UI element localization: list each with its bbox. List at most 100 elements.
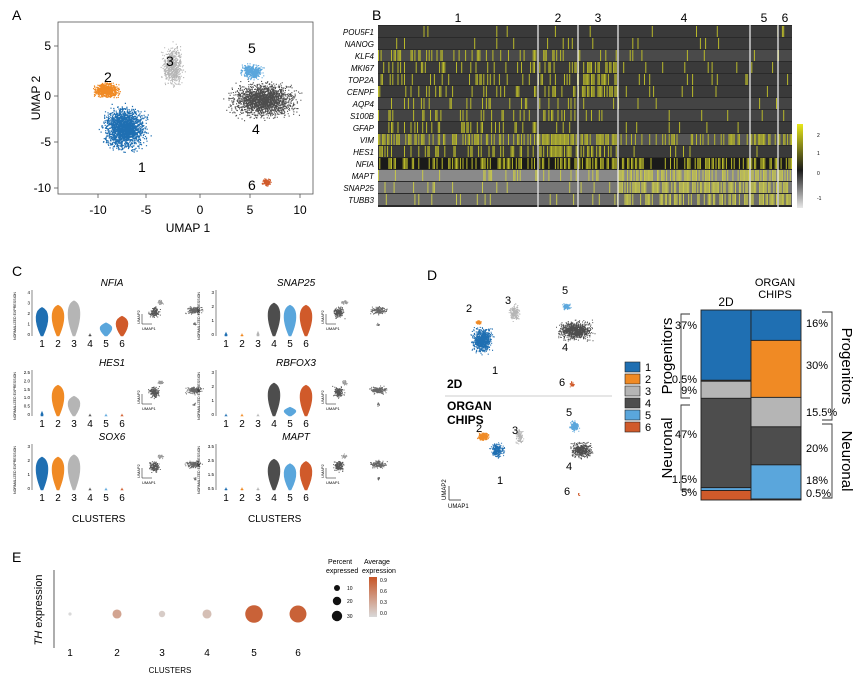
- panel-b-letter: B: [372, 7, 381, 23]
- heatmap-stripes: [554, 26, 556, 37]
- violin-cluster-5: [283, 463, 297, 491]
- heatmap-stripes: [781, 26, 785, 37]
- panel-d-bracket-right-bottom: [822, 423, 833, 499]
- colorbar-tick: 2: [817, 133, 820, 139]
- heatmap-stripes: [780, 158, 792, 169]
- legend-swatch-4: [624, 397, 641, 409]
- violin-gene-title: RBFOX3: [276, 358, 316, 369]
- panel-d-bar-title-2d: 2D: [718, 295, 734, 309]
- violin-cluster-3: [67, 395, 81, 417]
- umap-cloud-cluster-1: [98, 102, 152, 153]
- heatmap-block: [750, 62, 778, 73]
- violin-panel-mapt: MAPT NORMALIZED EXPRESSION 3.5 2.5 1.5 0.5 1 2 3…: [197, 432, 388, 504]
- mini-umap-cloud: [342, 380, 348, 386]
- d-bottom-cloud-3: [515, 429, 525, 445]
- violin-y-tick: 0: [211, 332, 214, 337]
- y-tick-label: 0: [44, 89, 51, 103]
- legend-color-tick: 0.0: [380, 611, 387, 617]
- violin-gene-title: SNAP25: [277, 278, 316, 289]
- violin-x-tick: 5: [287, 339, 293, 350]
- heatmap-stripes: [556, 122, 571, 133]
- mini-umap-y-label: UMAP2: [320, 389, 325, 404]
- mini-umap-cloud: [341, 300, 349, 305]
- violin-ylabel: NORMALIZED EXPRESSION: [13, 446, 17, 494]
- heatmap-block: [378, 50, 538, 61]
- mini-umap-cloud: [369, 385, 388, 395]
- violin-cluster-5: [99, 322, 113, 337]
- y-tick-label: 5: [44, 39, 51, 53]
- mini-umap-x-label: UMAP1: [326, 480, 341, 485]
- violin-cluster-2: [51, 304, 65, 337]
- heatmap-block: [778, 158, 792, 169]
- x-tick-label: -5: [141, 203, 152, 217]
- gene-label: SNAP25: [343, 184, 374, 193]
- th-dot-cluster-2: [112, 609, 122, 619]
- y-tick-label: -10: [34, 181, 52, 195]
- mini-umap-x-label: UMAP1: [142, 326, 157, 331]
- violin-gene-title: NFIA: [101, 278, 124, 289]
- panel-a-cluster-label-1: 1: [138, 159, 146, 175]
- violin-y-tick: 3: [27, 301, 30, 306]
- heatmap-block: [378, 62, 538, 73]
- legend-color-tick: 0.3: [380, 600, 387, 606]
- gene-label: MKI67: [351, 64, 375, 73]
- panel-d: D 2D ORGAN CHIPS 2 3 5 4 1 6 2 3 5 4 1 6…: [427, 267, 855, 510]
- gene-label: MAPT: [352, 172, 375, 181]
- violin-x-tick: 1: [39, 493, 45, 504]
- violin-x-tick: 5: [103, 493, 109, 504]
- heatmap-stripes: [623, 62, 738, 73]
- heatmap-block: [578, 98, 618, 109]
- violin-x-tick: 1: [223, 493, 229, 504]
- panel-d-top-label-2: 2: [466, 303, 472, 315]
- mini-umap-cloud: [193, 477, 197, 481]
- umap-cloud-cluster-6: [261, 178, 272, 187]
- panel-d-bottom-label-1: 1: [497, 475, 503, 487]
- heatmap-block: [538, 38, 578, 49]
- d-top-cloud-5: [562, 303, 572, 311]
- heatmap-stripes: [578, 158, 617, 169]
- legend-swatch-3: [624, 385, 641, 397]
- mini-umap-cloud: [377, 477, 380, 481]
- legend-swatch-6: [624, 421, 641, 433]
- heatmap-block: [778, 26, 792, 37]
- heatmap-cluster-number: 5: [761, 11, 768, 25]
- violin-x-tick: 2: [55, 419, 61, 430]
- legend-size-title-1: Percent: [328, 559, 352, 566]
- legend-color-tick: 0.9: [380, 578, 387, 584]
- umap-cloud-cluster-5: [240, 63, 265, 81]
- legend-color-title-2: expression: [362, 568, 396, 575]
- gene-label: HES1: [353, 148, 374, 157]
- violin-y-tick: 0.5: [208, 486, 215, 491]
- violin-x-tick: 3: [255, 419, 261, 430]
- violin-cluster-4: [267, 382, 281, 417]
- panel-d-side-right-neuronal: Neuronal: [838, 431, 855, 492]
- violin-cluster-2: [51, 384, 65, 417]
- legend-label-6: 6: [645, 422, 651, 434]
- gene-label: GFAP: [353, 124, 375, 133]
- bar-organ-segment-3: [750, 396, 802, 428]
- mini-umap-cloud: [149, 461, 161, 473]
- violin-x-tick: 5: [103, 419, 109, 430]
- violin-cluster-1: [35, 456, 49, 491]
- panel-a-cluster-label-4: 4: [252, 121, 260, 137]
- panel-d-bracket-left-top: [680, 313, 690, 399]
- panel-e-legend: Percent expressed 10 20 30 Average expression 0…: [326, 559, 396, 622]
- violin-gene-title: SOX6: [99, 432, 126, 443]
- th-x-tick: 2: [114, 648, 120, 659]
- mini-umap-y-label: UMAP2: [136, 389, 141, 404]
- violin-y-tick: 0: [27, 412, 30, 417]
- heatmap-block: [538, 74, 578, 85]
- violin-cluster-4: [88, 487, 92, 491]
- pct-organ-4: 20%: [806, 443, 828, 455]
- heatmap-stripes: [625, 122, 739, 133]
- legend-size-label-10: 10: [347, 586, 353, 592]
- heatmap-block: [750, 26, 778, 37]
- heatmap-stripes: [379, 158, 539, 169]
- violin-cluster-3: [67, 300, 81, 337]
- heatmap-block: [538, 182, 578, 193]
- colorbar-tick: 1: [817, 151, 820, 157]
- heatmap-block: [778, 98, 792, 109]
- gene-label: KLF4: [355, 52, 375, 61]
